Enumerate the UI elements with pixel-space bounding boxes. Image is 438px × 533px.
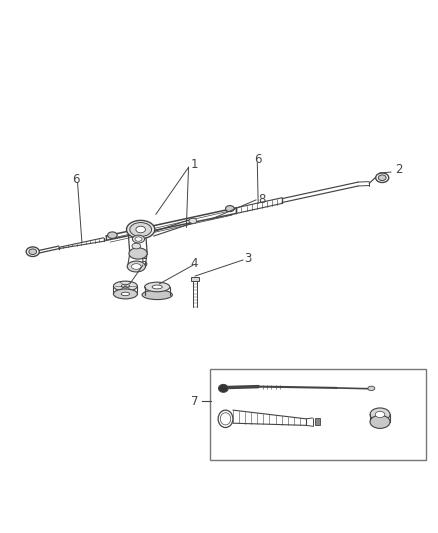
- Text: 1: 1: [191, 158, 198, 171]
- Ellipse shape: [132, 243, 141, 249]
- Ellipse shape: [121, 284, 130, 288]
- Ellipse shape: [113, 281, 138, 291]
- Text: 4: 4: [191, 256, 198, 270]
- Text: 6: 6: [72, 173, 79, 186]
- Ellipse shape: [370, 415, 390, 429]
- Ellipse shape: [121, 292, 130, 296]
- Text: 6: 6: [254, 154, 262, 166]
- Ellipse shape: [152, 285, 162, 289]
- Ellipse shape: [132, 235, 145, 243]
- Ellipse shape: [378, 175, 386, 181]
- Ellipse shape: [368, 386, 375, 391]
- Text: 3: 3: [244, 252, 251, 265]
- Ellipse shape: [131, 264, 141, 269]
- Ellipse shape: [376, 173, 389, 182]
- Ellipse shape: [130, 223, 152, 237]
- Text: 5: 5: [141, 256, 148, 270]
- Ellipse shape: [129, 248, 147, 259]
- Ellipse shape: [127, 220, 155, 239]
- Ellipse shape: [189, 218, 197, 223]
- Ellipse shape: [29, 249, 37, 255]
- Text: 7: 7: [191, 395, 199, 408]
- Ellipse shape: [127, 261, 145, 272]
- Ellipse shape: [108, 232, 117, 238]
- Ellipse shape: [218, 410, 233, 427]
- Ellipse shape: [135, 237, 142, 241]
- Ellipse shape: [370, 408, 390, 421]
- Text: 2: 2: [395, 164, 403, 176]
- Ellipse shape: [26, 247, 39, 256]
- Ellipse shape: [375, 411, 385, 417]
- Bar: [210, 369, 426, 460]
- Ellipse shape: [145, 282, 170, 292]
- Ellipse shape: [136, 226, 145, 233]
- Ellipse shape: [226, 206, 234, 212]
- Ellipse shape: [142, 290, 172, 300]
- Text: 8: 8: [258, 192, 265, 206]
- Bar: [191, 277, 199, 281]
- Ellipse shape: [219, 384, 228, 392]
- Ellipse shape: [113, 289, 138, 299]
- Bar: [315, 417, 320, 425]
